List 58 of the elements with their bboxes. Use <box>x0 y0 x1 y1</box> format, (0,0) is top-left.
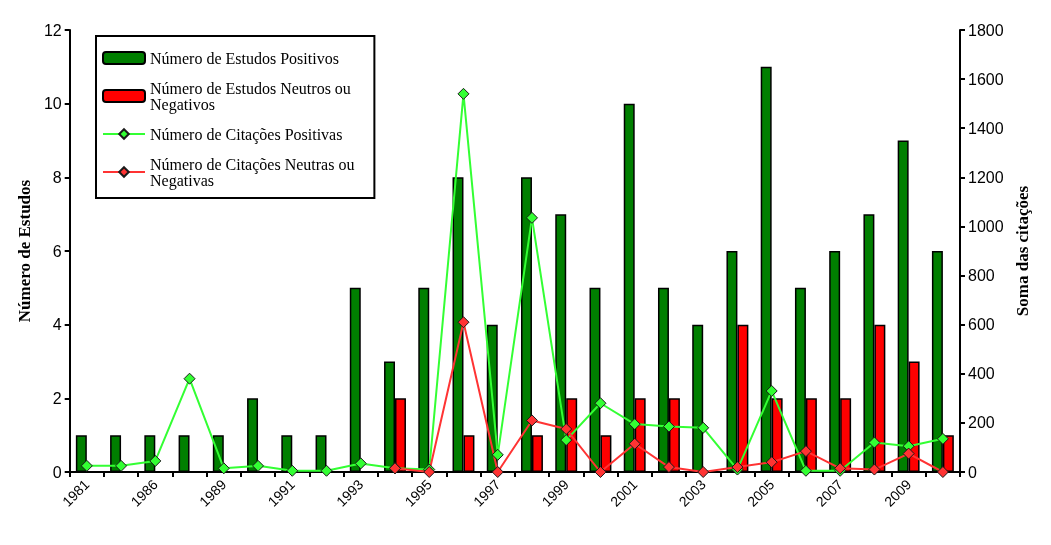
point <box>115 459 128 472</box>
point <box>560 434 573 447</box>
point <box>217 462 230 475</box>
point <box>491 466 504 478</box>
y2-tick-label: 600 <box>968 316 995 334</box>
point <box>765 384 778 397</box>
point <box>80 459 93 472</box>
point <box>902 447 915 460</box>
point <box>799 445 812 458</box>
point <box>457 87 470 100</box>
point <box>183 372 196 385</box>
legend-label: Número de Estudos Neutros ou Negativos <box>150 79 355 114</box>
y-tick-label: 12 <box>43 21 62 39</box>
y-tick-label: 10 <box>43 95 62 113</box>
point <box>662 461 675 474</box>
legend-label: Número de Citações Neutras ou Negativas <box>150 155 359 190</box>
y-tick-label: 8 <box>52 168 62 186</box>
y2-tick-label: 800 <box>968 267 995 285</box>
y2-tick-label: 1800 <box>968 21 1004 39</box>
point <box>525 211 538 224</box>
y2-tick-label: 1000 <box>968 217 1004 235</box>
point <box>594 397 607 410</box>
y2-axis-title: Soma das citações <box>1013 185 1033 317</box>
point <box>525 414 538 427</box>
y-tick-label: 4 <box>52 316 62 334</box>
point <box>868 436 881 449</box>
point <box>354 457 367 470</box>
legend-label: Número de Citações Positivas <box>150 125 343 144</box>
point <box>457 316 470 329</box>
point <box>491 448 504 461</box>
point <box>628 437 641 450</box>
point <box>799 464 812 477</box>
bar <box>315 435 327 472</box>
y-tick-label: 0 <box>52 463 62 481</box>
point <box>868 463 881 476</box>
point <box>697 421 710 434</box>
point <box>149 454 162 467</box>
point <box>594 466 607 478</box>
point <box>697 466 710 478</box>
y2-tick-label: 0 <box>968 463 977 481</box>
point <box>765 456 778 469</box>
point <box>252 459 265 472</box>
point <box>936 466 949 478</box>
legend-label: Número de Estudos Positivos <box>150 49 339 67</box>
y2-tick-label: 1200 <box>968 168 1004 186</box>
y2-tick-label: 1400 <box>968 119 1004 137</box>
point <box>662 420 675 433</box>
y-axis-title: Número de Estudos <box>15 179 34 323</box>
y2-tick-label: 400 <box>968 365 995 383</box>
y2-tick-label: 200 <box>968 414 995 432</box>
point <box>320 464 333 477</box>
y-tick-label: 2 <box>52 389 62 407</box>
point <box>628 418 641 431</box>
y2-tick-label: 1600 <box>968 70 1004 88</box>
point <box>286 464 299 477</box>
point <box>936 432 949 445</box>
y-tick-label: 6 <box>52 242 62 260</box>
point <box>560 423 573 436</box>
